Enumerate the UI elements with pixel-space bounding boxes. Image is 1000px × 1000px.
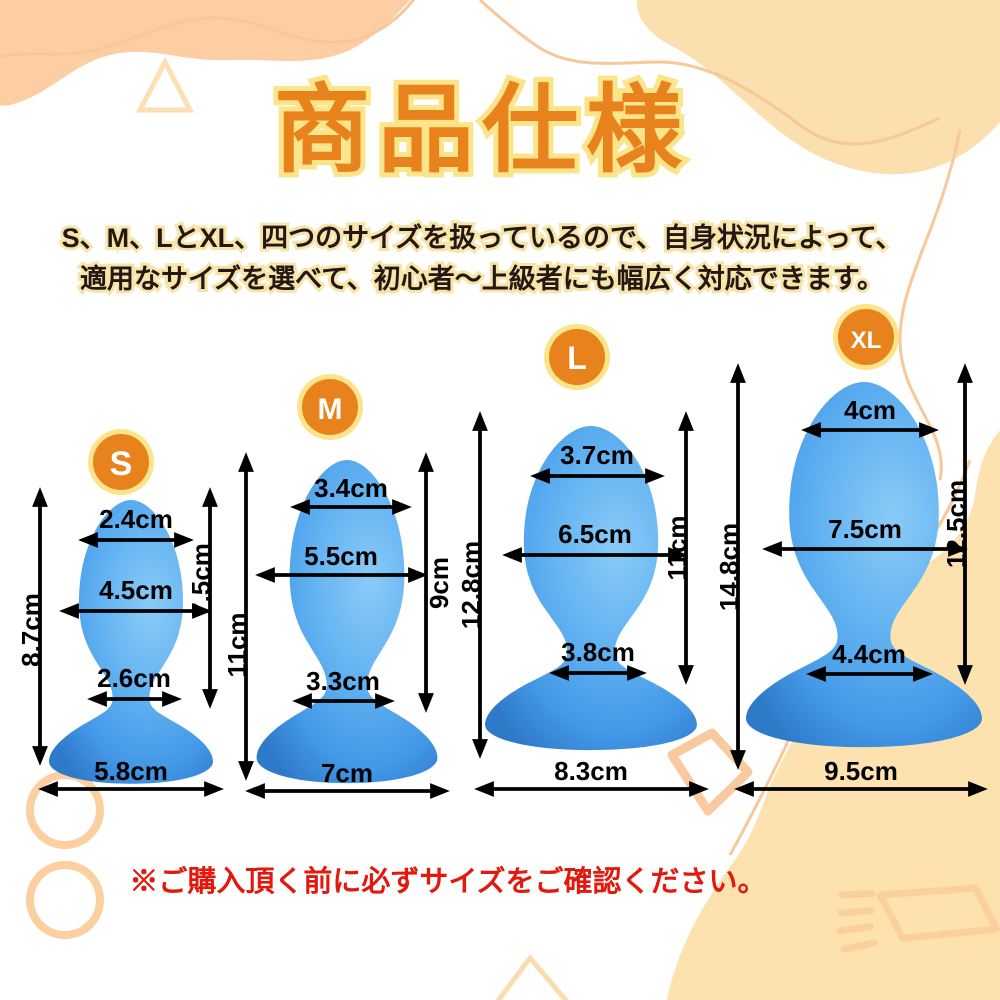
- svg-text:4.4cm: 4.4cm: [832, 639, 906, 669]
- svg-text:S: S: [110, 445, 133, 483]
- svg-text:5.8cm: 5.8cm: [94, 756, 168, 786]
- svg-text:3.4cm: 3.4cm: [314, 473, 388, 503]
- svg-text:8.3cm: 8.3cm: [554, 756, 628, 786]
- svg-text:2.4cm: 2.4cm: [99, 504, 173, 534]
- svg-text:7.5cm: 7.5cm: [186, 543, 216, 617]
- svg-text:8.7cm: 8.7cm: [16, 593, 46, 667]
- svg-text:12.8cm: 12.8cm: [456, 541, 486, 629]
- svg-text:3.3cm: 3.3cm: [306, 666, 380, 696]
- svg-text:3.7cm: 3.7cm: [560, 440, 634, 470]
- svg-text:4.5cm: 4.5cm: [99, 575, 173, 605]
- svg-text:14.8cm: 14.8cm: [714, 523, 744, 611]
- svg-text:11cm: 11cm: [222, 612, 252, 677]
- svg-text:L: L: [567, 340, 587, 376]
- svg-text:12.5cm: 12.5cm: [941, 480, 971, 568]
- svg-text:M: M: [318, 393, 343, 426]
- svg-text:9cm: 9cm: [424, 557, 454, 609]
- svg-text:2.6cm: 2.6cm: [97, 663, 171, 693]
- svg-text:XL: XL: [851, 327, 882, 354]
- svg-text:9.5cm: 9.5cm: [824, 756, 898, 786]
- svg-text:7cm: 7cm: [321, 758, 373, 788]
- svg-text:4cm: 4cm: [844, 395, 896, 425]
- svg-text:7.5cm: 7.5cm: [828, 514, 902, 544]
- svg-text:5.5cm: 5.5cm: [304, 541, 378, 571]
- svg-text:6.5cm: 6.5cm: [558, 519, 632, 549]
- svg-text:11cm: 11cm: [662, 515, 692, 580]
- svg-text:3.8cm: 3.8cm: [561, 637, 635, 667]
